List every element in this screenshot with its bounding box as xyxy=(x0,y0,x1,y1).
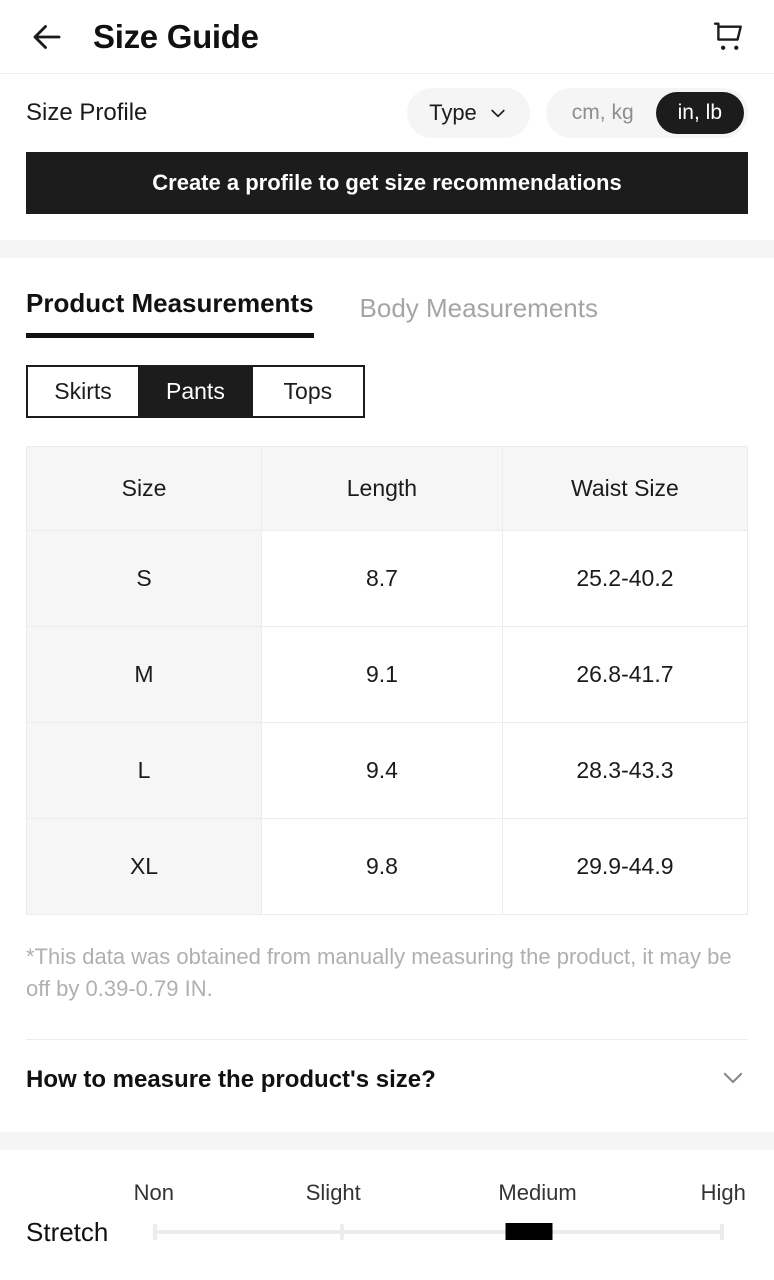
stretch-tick-slight xyxy=(340,1223,345,1240)
cell-size: S xyxy=(25,530,263,627)
unit-option-imperial[interactable]: in, lb xyxy=(655,92,744,134)
stretch-tick-non xyxy=(153,1223,157,1240)
shopping-cart-icon xyxy=(713,22,742,50)
tab-product-measurements[interactable]: Product Measurements xyxy=(26,288,314,338)
cell-waist: 28.3-43.3 xyxy=(501,722,749,819)
stretch-slider-thumb[interactable] xyxy=(505,1222,553,1240)
cart-button[interactable] xyxy=(706,14,752,60)
chevron-down-icon xyxy=(723,1073,743,1084)
segment-skirts[interactable]: Skirts xyxy=(28,367,138,416)
stretch-section: Stretch Non Slight Medium High xyxy=(0,1150,774,1270)
cell-length: 9.1 xyxy=(261,626,503,723)
stretch-level-slight: Slight xyxy=(305,1179,361,1205)
stretch-level-non: Non xyxy=(133,1179,174,1205)
cell-length: 8.7 xyxy=(261,530,503,627)
cta-wrapper: Create a profile to get size recommendat… xyxy=(0,152,774,214)
cell-length: 9.4 xyxy=(261,722,503,819)
cell-size: XL xyxy=(25,818,263,915)
stretch-tick-labels: Non Slight Medium High xyxy=(129,1180,748,1210)
spacer-after-cta xyxy=(0,214,774,240)
stretch-slider[interactable]: Non Slight Medium High xyxy=(129,1150,748,1270)
segment-tops[interactable]: Tops xyxy=(252,367,363,416)
column-header-waist-size: Waist Size xyxy=(501,446,749,531)
size-profile-row: Size Profile Type cm, kg in, lb xyxy=(0,74,774,152)
tab-body-measurements[interactable]: Body Measurements xyxy=(359,293,598,323)
accordion-title: How to measure the product's size? xyxy=(26,1065,436,1093)
column-header-size: Size xyxy=(25,446,263,531)
category-segment-wrapper: Skirts Pants Tops xyxy=(0,338,774,418)
table-row: S 8.7 25.2-40.2 xyxy=(25,530,749,627)
category-segmented-control: Skirts Pants Tops xyxy=(26,365,365,418)
section-divider-band xyxy=(0,240,774,258)
create-profile-button[interactable]: Create a profile to get size recommendat… xyxy=(26,152,748,214)
stretch-level-medium: Medium xyxy=(498,1179,577,1205)
size-profile-label: Size Profile xyxy=(26,99,148,126)
size-table: Size Length Waist Size S 8.7 25.2-40.2 M… xyxy=(25,446,749,915)
type-selector-label: Type xyxy=(429,100,477,125)
cell-waist: 26.8-41.7 xyxy=(501,626,749,723)
footnote-divider xyxy=(26,1038,748,1040)
arrow-left-icon xyxy=(33,24,61,49)
column-header-length: Length xyxy=(261,446,503,531)
table-row: L 9.4 28.3-43.3 xyxy=(25,722,749,819)
measurement-tabs: Product Measurements Body Measurements xyxy=(0,258,774,338)
stretch-tick-high xyxy=(720,1223,724,1240)
chevron-down-icon xyxy=(491,109,505,118)
unit-option-metric[interactable]: cm, kg xyxy=(571,101,634,124)
spacer-before-stretch xyxy=(0,1120,774,1132)
table-row: XL 9.8 29.9-44.9 xyxy=(25,818,749,915)
back-button[interactable] xyxy=(24,14,70,60)
stretch-divider-band xyxy=(0,1131,774,1150)
how-to-measure-accordion[interactable]: How to measure the product's size? xyxy=(26,1040,748,1120)
stretch-inner: Stretch Non Slight Medium High xyxy=(26,1150,748,1270)
size-table-wrapper: Size Length Waist Size S 8.7 25.2-40.2 M… xyxy=(0,418,774,915)
table-header-row: Size Length Waist Size xyxy=(25,446,749,531)
app-bar: Size Guide xyxy=(0,0,774,74)
table-row: M 9.1 26.8-41.7 xyxy=(25,626,749,723)
stretch-label: Stretch xyxy=(26,1216,109,1247)
cell-waist: 25.2-40.2 xyxy=(501,530,749,627)
accordion-toggle[interactable] xyxy=(718,1062,748,1097)
measurement-footnote: *This data was obtained from manually me… xyxy=(26,944,732,1001)
stretch-slider-track[interactable] xyxy=(153,1222,724,1240)
size-profile-controls: Type cm, kg in, lb xyxy=(407,88,748,138)
type-selector[interactable]: Type xyxy=(407,88,530,138)
stretch-level-high: High xyxy=(700,1179,746,1205)
segment-pants[interactable]: Pants xyxy=(140,367,251,416)
cell-length: 9.8 xyxy=(261,818,503,915)
cell-waist: 29.9-44.9 xyxy=(501,818,749,915)
page-title: Size Guide xyxy=(93,18,259,55)
unit-toggle[interactable]: cm, kg in, lb xyxy=(545,88,748,138)
cell-size: L xyxy=(25,722,263,819)
cell-size: M xyxy=(25,626,263,723)
